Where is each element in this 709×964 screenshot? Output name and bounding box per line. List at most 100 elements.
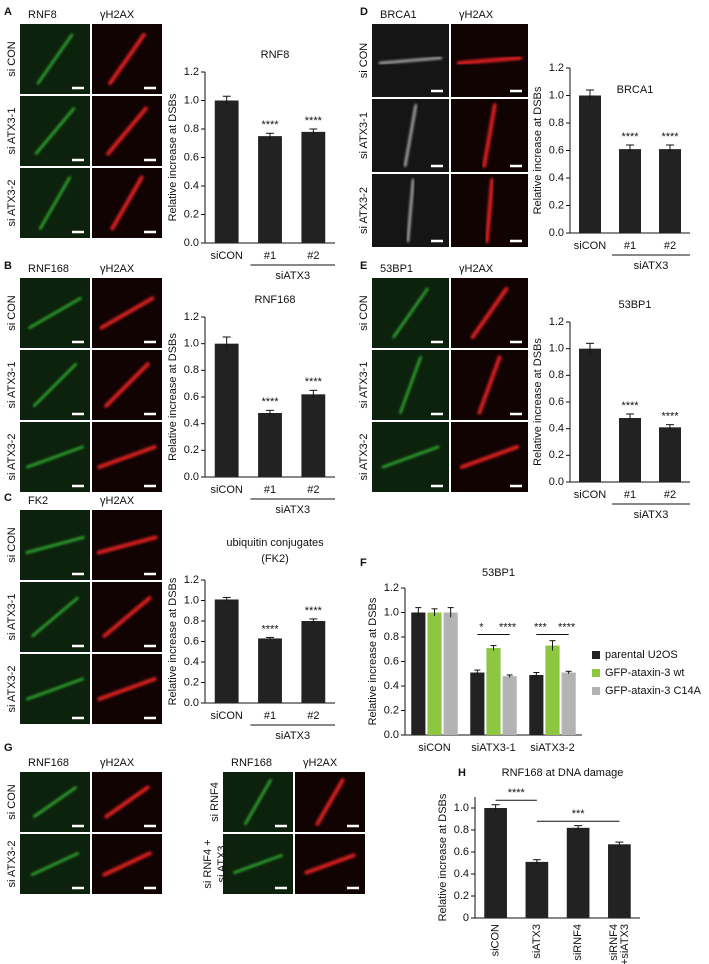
x-tick-label: #2 xyxy=(307,710,319,722)
y-tick-label: 1.2 xyxy=(184,311,199,323)
damage-stripe xyxy=(399,356,422,414)
y-axis-label: Relative increase at DSBs xyxy=(532,86,544,214)
channel-label: γH2AX xyxy=(100,757,135,769)
damage-stripe xyxy=(244,778,272,826)
significance: **** xyxy=(661,411,679,423)
row-label: si CON xyxy=(6,41,18,77)
panel-letter: F xyxy=(360,557,367,569)
bar xyxy=(301,131,326,243)
damage-stripe xyxy=(26,677,84,701)
damage-stripe xyxy=(381,445,440,469)
y-tick-label: 0.4 xyxy=(184,180,199,192)
x-tick-label: siCON xyxy=(210,250,242,262)
y-tick-label: 1.0 xyxy=(454,802,469,814)
row-label: si ATX3-1 xyxy=(358,112,370,159)
damage-stripe xyxy=(102,851,152,877)
channel-label: RNF8 xyxy=(28,9,57,21)
x-tick-label: siCON xyxy=(418,742,450,754)
y-tick-label: 0.8 xyxy=(184,615,199,627)
damage-stripe xyxy=(25,536,85,554)
y-tick-label: 0.2 xyxy=(549,199,564,211)
bar xyxy=(301,394,326,477)
significance: **** xyxy=(558,621,576,633)
damage-stripe xyxy=(34,107,76,155)
significance: **** xyxy=(661,131,679,143)
significance: **** xyxy=(508,787,526,799)
x-tick-label: siATX3 xyxy=(531,924,543,959)
bar xyxy=(484,808,507,918)
row-label: si ATX3-2 xyxy=(6,666,18,713)
bar xyxy=(659,149,681,233)
row-label: si ATX3-1 xyxy=(6,594,18,641)
y-tick-label: 0.4 xyxy=(184,418,199,430)
y-tick-label: 0.0 xyxy=(549,227,564,239)
row-label: si CON xyxy=(6,527,18,563)
channel-label: γH2AX xyxy=(459,9,494,21)
x-tick-label: #2 xyxy=(664,240,676,252)
damage-stripe xyxy=(99,296,155,330)
channel-label: γH2AX xyxy=(303,757,338,769)
y-tick-label: 0.2 xyxy=(184,444,199,456)
channel-label: γH2AX xyxy=(100,495,135,507)
y-tick-label: 0.6 xyxy=(184,151,199,163)
damage-stripe xyxy=(31,596,79,638)
bar xyxy=(486,648,501,735)
damage-stripe xyxy=(233,854,283,874)
y-tick-label: 0.8 xyxy=(549,369,564,381)
y-tick-label: 0.8 xyxy=(184,123,199,135)
x-tick-label: #1 xyxy=(264,484,276,496)
group-label: siATX3 xyxy=(275,504,310,516)
damage-stripe xyxy=(30,852,80,876)
legend-swatch xyxy=(592,669,600,677)
panel-letter: A xyxy=(4,6,12,18)
row-label: si ATX3-2 xyxy=(6,841,18,888)
y-axis-label: Relative increase at DSBs xyxy=(167,333,179,461)
row-label: si RNF4 + xyxy=(202,839,214,888)
x-tick-label: #2 xyxy=(307,250,319,262)
significance: **** xyxy=(261,119,279,131)
legend-label: parental U2OS xyxy=(605,649,678,661)
y-tick-label: 1.0 xyxy=(549,343,564,355)
group-label: siATX3 xyxy=(275,270,310,282)
y-tick-label: 0.4 xyxy=(184,656,199,668)
damage-stripe xyxy=(102,596,152,638)
group-label: siATX3 xyxy=(275,730,310,742)
y-tick-label: 0.0 xyxy=(549,476,564,488)
chart-title: RNF8 xyxy=(261,49,290,61)
y-tick-label: 0.0 xyxy=(184,237,199,249)
row-label: si CON xyxy=(6,295,18,331)
bar xyxy=(525,861,549,918)
channel-label: FK2 xyxy=(28,495,48,507)
y-tick-label: 1.0 xyxy=(184,338,199,350)
significance: **** xyxy=(261,396,279,408)
chart-title: 53BP1 xyxy=(482,567,515,579)
y-tick-label: 1.0 xyxy=(184,594,199,606)
y-tick-label: 1.0 xyxy=(384,606,399,618)
damage-stripe xyxy=(104,785,150,819)
row-label: si CON xyxy=(358,43,370,79)
y-tick-label: 0.0 xyxy=(184,471,199,483)
damage-stripe xyxy=(315,778,345,826)
damage-stripe xyxy=(28,297,82,329)
bar xyxy=(470,672,485,735)
row-label: si ATX3-2 xyxy=(6,180,18,227)
y-tick-label: 1.2 xyxy=(184,574,199,586)
legend-swatch xyxy=(592,687,600,695)
bar xyxy=(561,672,576,735)
damage-stripe xyxy=(96,535,158,555)
bar xyxy=(443,612,458,735)
x-tick-label: siATX3-2 xyxy=(530,742,574,754)
bar xyxy=(427,612,442,735)
y-tick-label: 0.6 xyxy=(549,144,564,156)
damage-stripe xyxy=(32,362,78,408)
x-tick-label: siATX3-1 xyxy=(471,742,515,754)
y-tick-label: 0.6 xyxy=(184,391,199,403)
row-label: si ATX3-2 xyxy=(358,434,370,481)
y-tick-label: 0.6 xyxy=(549,396,564,408)
significance: **** xyxy=(305,605,323,617)
y-tick-label: 0.8 xyxy=(384,631,399,643)
channel-label: γH2AX xyxy=(459,263,494,275)
x-tick-label: siRNF4 xyxy=(608,924,620,961)
y-tick-label: 0.4 xyxy=(454,868,469,880)
damage-stripe xyxy=(39,176,71,230)
